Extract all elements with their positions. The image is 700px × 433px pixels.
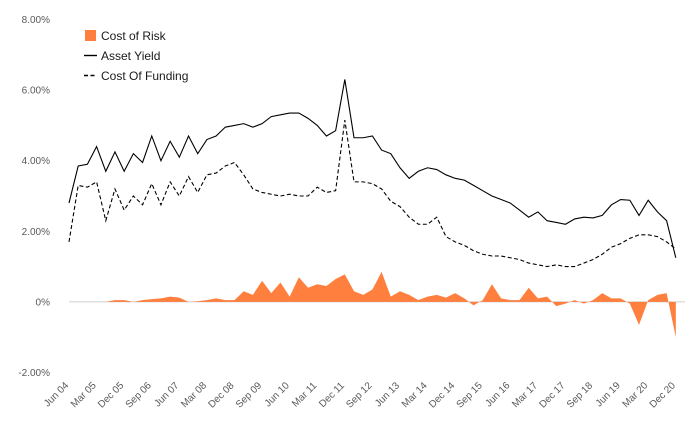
x-tick-label: Dec 11: [317, 380, 347, 410]
legend: Cost of Risk Asset Yield Cost Of Funding: [84, 29, 188, 83]
x-tick-label: Mar 11: [290, 380, 320, 410]
x-tick-label: Jun 19: [594, 380, 623, 409]
x-tick-label: Dec 17: [537, 380, 567, 410]
x-tick-label: Mar 17: [510, 380, 540, 410]
x-tick-label: Jun 10: [263, 380, 292, 409]
x-tick-label: Sep 15: [455, 380, 485, 410]
x-tick-label: Mar 08: [179, 380, 209, 410]
legend-label-asset-yield: Asset Yield: [101, 49, 160, 63]
x-tick-label: Dec 08: [206, 380, 236, 410]
x-tick-label: Mar 05: [69, 380, 99, 410]
cost-of-funding-line: [68, 120, 677, 268]
y-tick-label: 0%: [36, 297, 51, 308]
x-tick-label: Jun 16: [483, 380, 512, 409]
y-tick-label: 6.00%: [22, 86, 50, 97]
x-tick-label: Dec 14: [427, 380, 457, 410]
x-tick-label: Mar 14: [400, 380, 430, 410]
cost-of-risk-area: [69, 271, 676, 338]
cost-of-risk-area-group: [69, 271, 676, 338]
legend-label-cost-of-funding: Cost Of Funding: [101, 69, 188, 83]
x-tick-label: Mar 20: [621, 380, 651, 410]
x-tick-label: Jun 04: [42, 380, 71, 409]
x-tick-label: Sep 12: [344, 380, 374, 410]
legend-marker-cost-of-risk: [85, 30, 96, 41]
x-tick-label: Dec 20: [648, 380, 678, 410]
x-tick-label: Sep 18: [565, 380, 595, 410]
y-tick-label: -2.00%: [18, 368, 50, 379]
x-tick-label: Sep 06: [124, 380, 154, 410]
y-tick-label: 8.00%: [22, 15, 50, 26]
asset-yield-line: [68, 79, 677, 258]
y-axis-ticks: -2.00% 0% 2.00% 4.00% 6.00% 8.00%: [18, 15, 50, 379]
line-series-group: [68, 79, 677, 268]
y-tick-label: 4.00%: [22, 156, 50, 167]
x-tick-label: Sep 09: [234, 380, 264, 410]
y-tick-label: 2.00%: [22, 227, 50, 238]
x-tick-label: Jun 07: [152, 380, 181, 409]
x-tick-label: Dec 05: [96, 380, 126, 410]
x-tick-label: Jun 13: [373, 380, 402, 409]
legend-label-cost-of-risk: Cost of Risk: [101, 29, 167, 43]
